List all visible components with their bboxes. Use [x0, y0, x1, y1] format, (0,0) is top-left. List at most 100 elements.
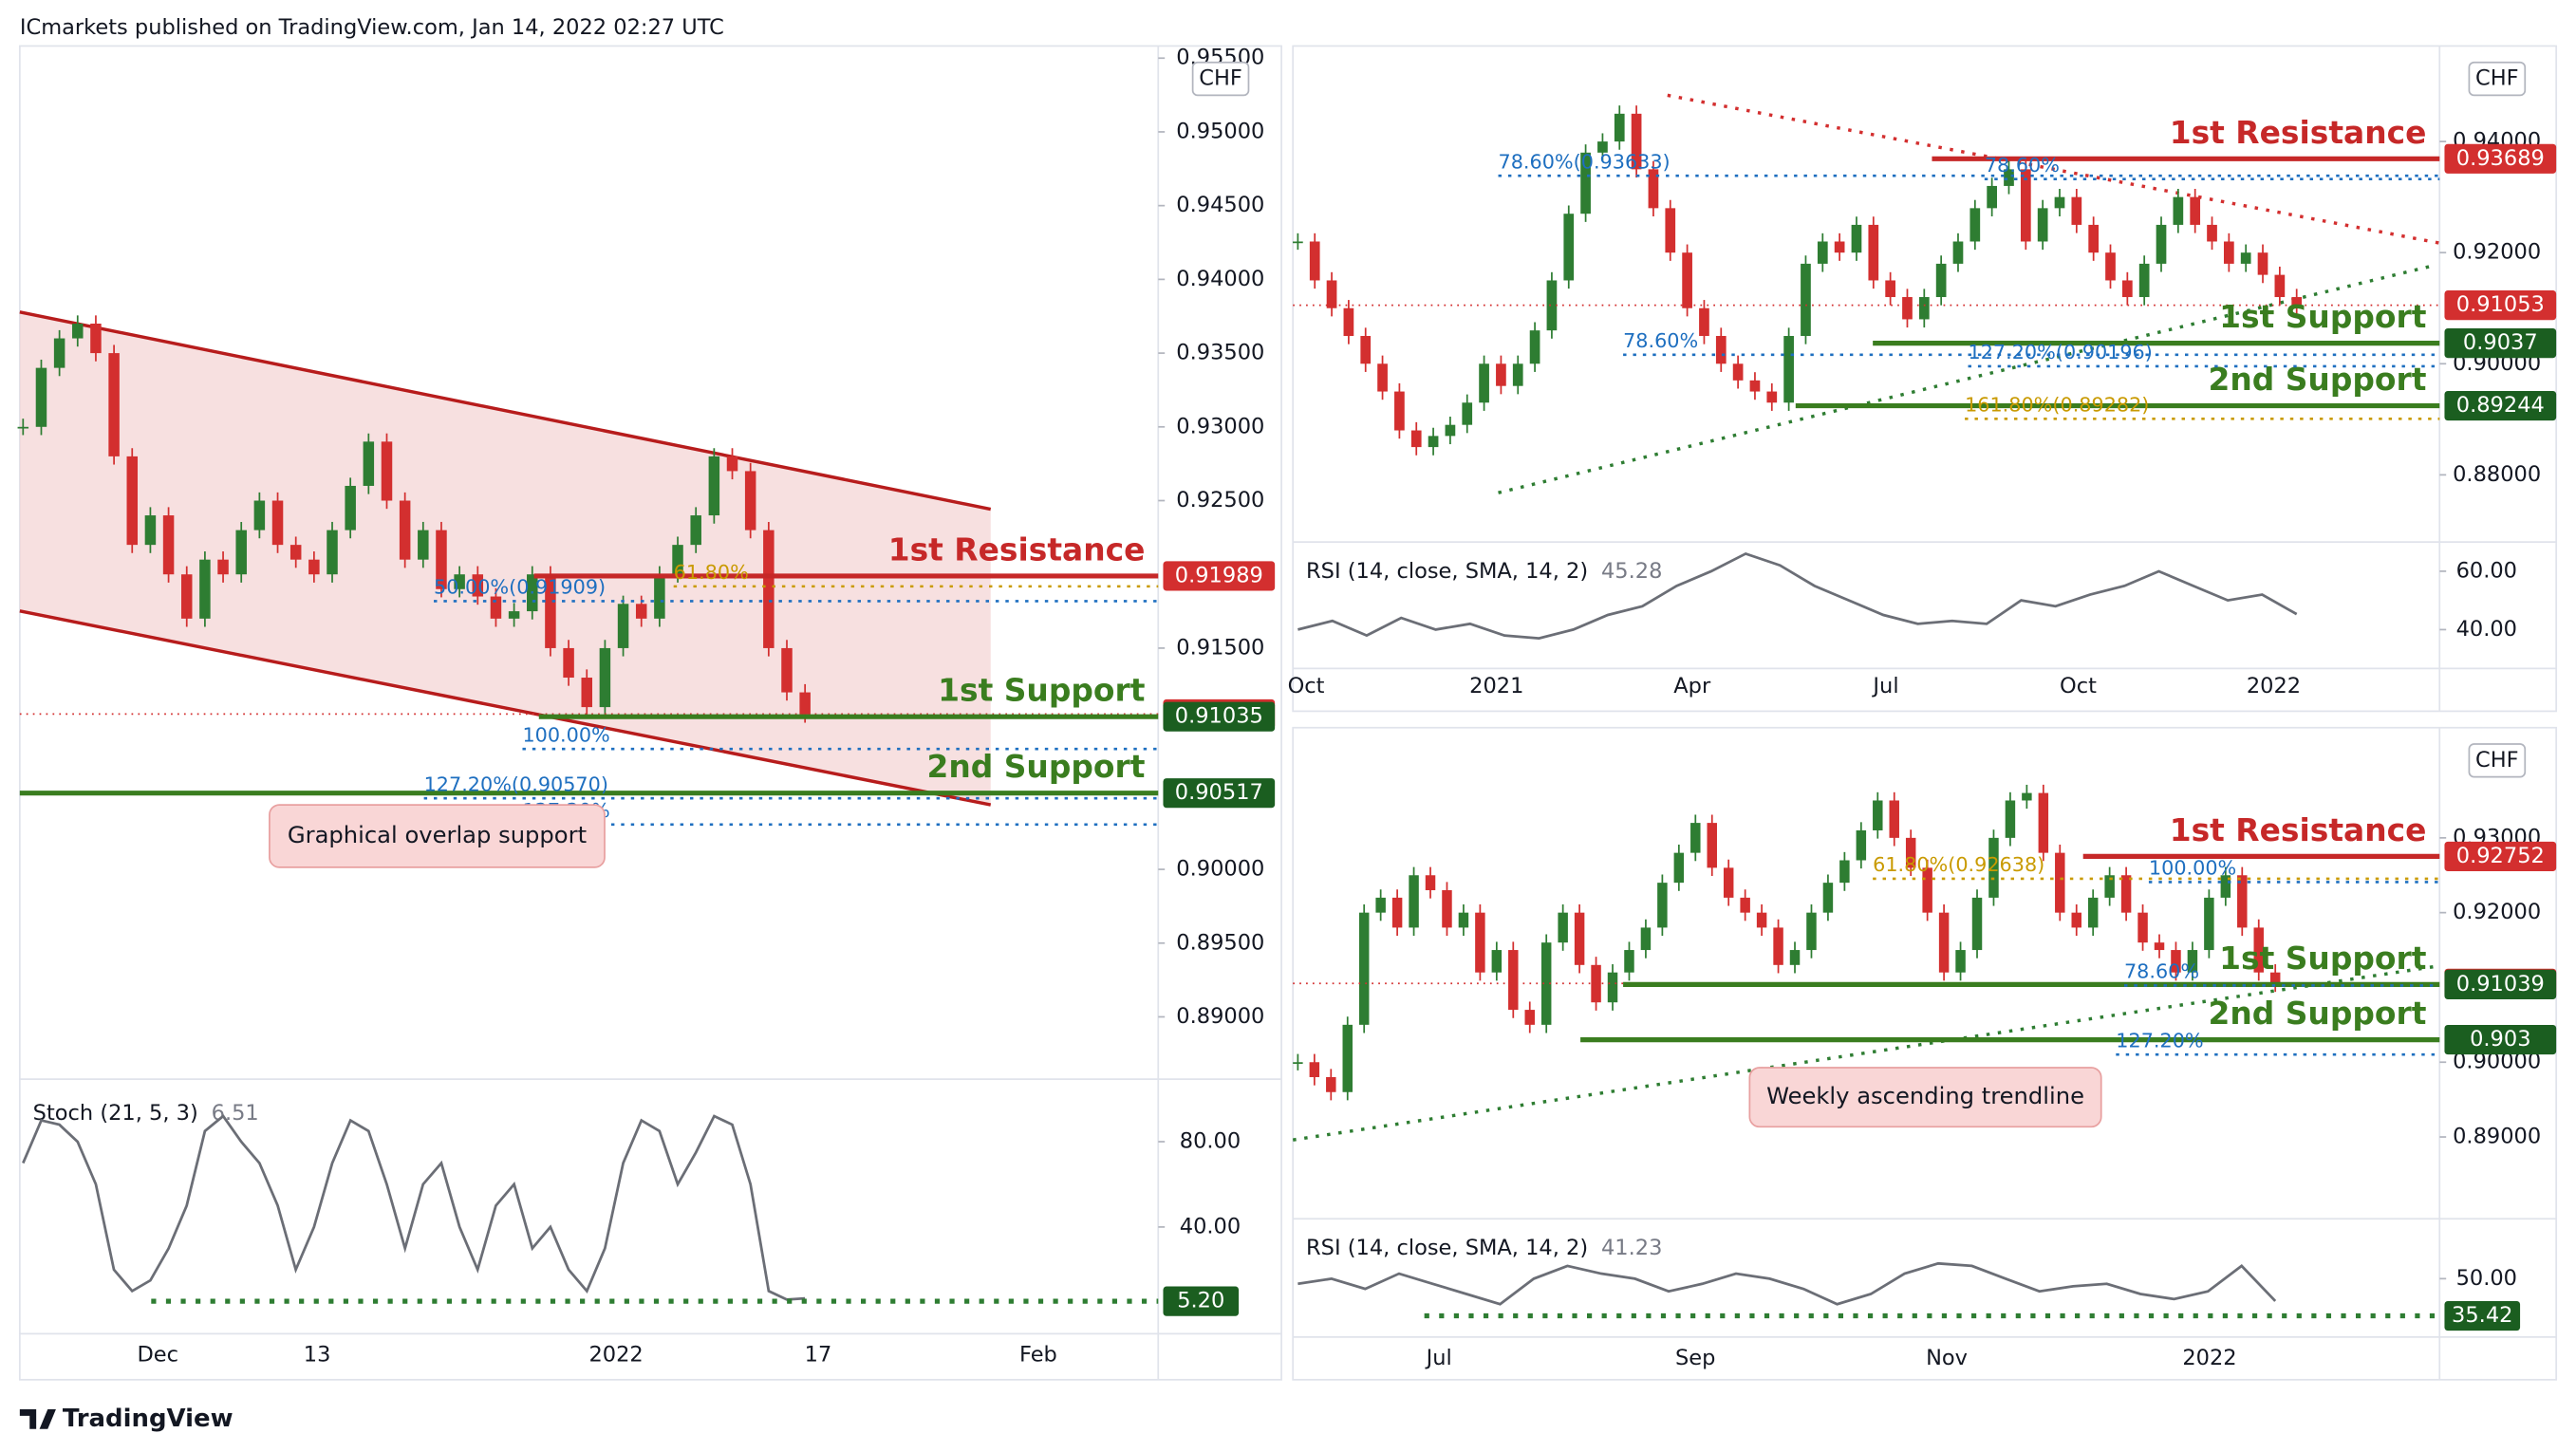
- x-tick-label: Oct: [1288, 674, 1325, 698]
- candle: [2121, 280, 2133, 298]
- price-tag-bg: [2444, 390, 2557, 421]
- candle: [2173, 196, 2184, 225]
- fib-label: 100.00%: [522, 723, 609, 746]
- callout-text: Graphical overlap support: [288, 822, 587, 848]
- y-tick-label: 0.89000: [1176, 1004, 1264, 1029]
- candle: [1512, 363, 1523, 386]
- currency-box: [1191, 61, 1250, 97]
- candle: [1749, 380, 1761, 392]
- candle: [2223, 241, 2234, 264]
- x-tick-label: Nov: [1926, 1346, 1968, 1370]
- y-tick-label: 40.00: [1180, 1214, 1241, 1238]
- panel-frame: [1292, 726, 2558, 1381]
- candle: [2055, 852, 2065, 913]
- indicator-line: [22, 1114, 806, 1301]
- candle: [2022, 792, 2032, 801]
- price-tag-bg: [1163, 778, 1276, 809]
- candle: [1673, 852, 1685, 884]
- level-name: 1st Resistance: [2170, 114, 2427, 151]
- candle: [1563, 214, 1575, 281]
- y-tick-label: 60.00: [2456, 558, 2517, 583]
- currency-box: [2468, 743, 2527, 778]
- y-tick-label: 0.89000: [2453, 1125, 2541, 1149]
- x-tick-label: 2022: [2182, 1346, 2236, 1370]
- candle: [1766, 391, 1778, 403]
- trendline: [19, 310, 992, 512]
- candle: [581, 678, 592, 708]
- candle: [744, 471, 756, 531]
- candle: [1309, 1062, 1320, 1078]
- price-tag: 0.903: [2470, 1027, 2530, 1052]
- y-tick-label: 0.94000: [1176, 267, 1264, 291]
- candle: [2220, 875, 2231, 898]
- price-tag: 5.20: [1177, 1289, 1224, 1313]
- candle: [1773, 927, 1783, 965]
- currency-box: [2468, 61, 2527, 97]
- indicator-line: [1297, 551, 2298, 640]
- candle: [1491, 950, 1503, 973]
- candle: [1462, 402, 1473, 425]
- candle: [126, 456, 139, 546]
- candle: [1801, 263, 1811, 337]
- x-tick-label: Jul: [1871, 674, 1898, 698]
- candle: [2156, 224, 2167, 264]
- fib-label: 127.20%: [2116, 1029, 2203, 1052]
- callout-box: [269, 804, 606, 868]
- candle: [1938, 912, 1950, 973]
- candle: [253, 500, 266, 531]
- price-tag-bg: [1163, 561, 1276, 591]
- indicator-name: Stoch (21, 5, 3): [33, 1101, 198, 1126]
- candle: [271, 500, 284, 546]
- candle: [381, 441, 393, 501]
- candle: [199, 559, 211, 619]
- trendline: [1667, 93, 2440, 245]
- fib-label: 78.60%: [1623, 329, 1698, 352]
- price-tag: 0.91989: [1175, 563, 1263, 587]
- candle: [2071, 196, 2082, 225]
- candle: [617, 604, 629, 648]
- currency: CHF: [2475, 66, 2519, 91]
- candle: [418, 530, 429, 560]
- channel-fill: [19, 311, 991, 806]
- price-tag: 0.91053: [2456, 292, 2545, 317]
- price-tag: 0.9037: [2463, 330, 2538, 355]
- y-tick-label: 40.00: [2456, 617, 2517, 642]
- candle: [2171, 950, 2181, 973]
- x-tick-label: Jul: [1425, 1346, 1452, 1370]
- indicator-name: RSI (14, close, SMA, 14, 2): [1306, 559, 1588, 584]
- callout-box: [1748, 1067, 2102, 1128]
- y-tick-label: 50.00: [2456, 1266, 2517, 1291]
- price-tag-bg: [1163, 1286, 1240, 1316]
- candle: [1425, 875, 1436, 891]
- indicator-last: 6.51: [212, 1101, 259, 1126]
- candle: [508, 611, 520, 619]
- panel-frame: [1292, 45, 2558, 713]
- candle: [35, 367, 47, 427]
- x-tick-label: 2022: [588, 1342, 643, 1367]
- candle: [1580, 152, 1591, 214]
- y-tick-label: 80.00: [1180, 1128, 1241, 1153]
- candle: [1508, 950, 1519, 1011]
- panel-frame: [18, 45, 1282, 1381]
- candle: [53, 338, 65, 368]
- chart-panel: 0.955000.950000.945000.940000.935000.930…: [17, 45, 1282, 1381]
- x-tick-label: Feb: [1019, 1342, 1057, 1367]
- chart-panel: 0.930000.920000.900000.89000CHF0.910531s…: [1292, 726, 2558, 1381]
- candle: [2054, 196, 2065, 209]
- candle: [2187, 950, 2198, 973]
- candle: [2291, 297, 2303, 306]
- candle: [289, 545, 302, 560]
- fib-label: 50.00%(0.91909): [434, 576, 606, 599]
- candle: [1624, 950, 1634, 973]
- price-tag: 0.90517: [1175, 780, 1263, 805]
- fib-label: 127.20%(0.90570): [424, 773, 608, 795]
- candle: [1707, 823, 1717, 868]
- y-tick-label: 0.93000: [1176, 414, 1264, 438]
- candle: [1640, 927, 1652, 951]
- candle: [1326, 280, 1337, 308]
- candle: [1952, 241, 1964, 264]
- candle: [545, 574, 556, 648]
- price-tag-bg: [2444, 1300, 2521, 1331]
- candle: [1648, 169, 1659, 209]
